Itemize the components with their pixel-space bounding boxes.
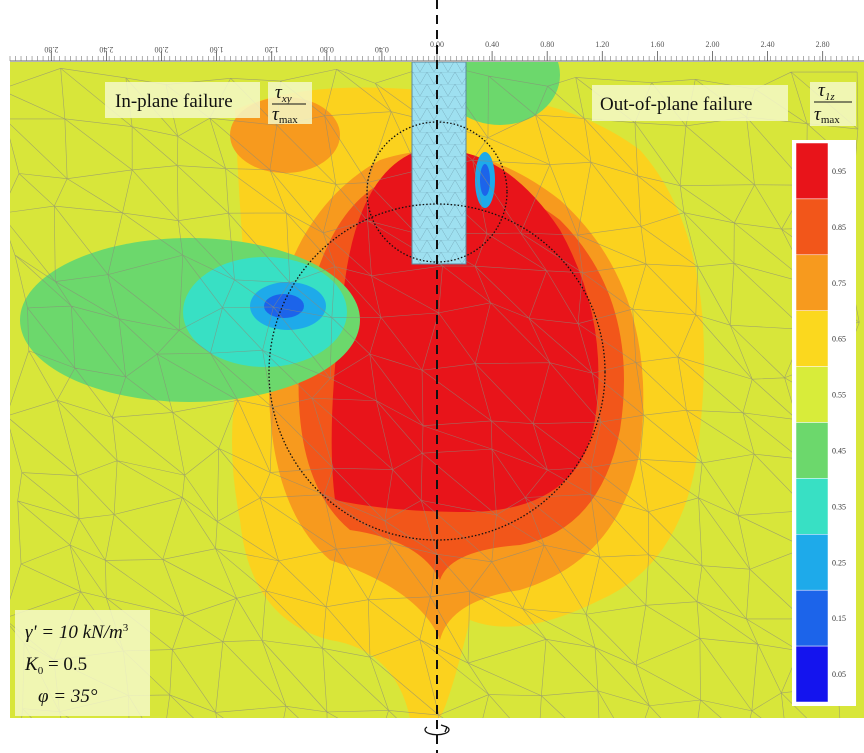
- colorbar-swatch: [796, 478, 828, 534]
- colorbar-swatch: [796, 199, 828, 255]
- colorbar-swatch: [796, 646, 828, 702]
- colorbar-label: 0.05: [832, 670, 846, 679]
- left-ratio: τxy τmax: [268, 82, 312, 126]
- x-tick-label: 0.80: [540, 40, 554, 49]
- param-k0: K0 = 0.5: [24, 654, 87, 677]
- param-phi: φ = 35°: [38, 686, 98, 707]
- colorbar-swatch: [796, 311, 828, 367]
- x-tick-label: 0.40: [375, 45, 389, 54]
- x-tick-label: 2.00: [155, 45, 169, 54]
- x-tick-label: 2.80: [44, 45, 58, 54]
- x-tick-label: 1.20: [265, 45, 279, 54]
- colorbar-label: 0.45: [832, 446, 846, 455]
- x-tick-label: 2.80: [816, 40, 830, 49]
- subscript: 1z: [825, 91, 836, 103]
- colorbar-swatch: [796, 255, 828, 311]
- subscript: max: [279, 114, 298, 126]
- subscript: max: [821, 114, 840, 126]
- colorbar-swatch: [796, 590, 828, 646]
- superscript: 3: [123, 622, 129, 634]
- x-tick-label: 0.40: [485, 40, 499, 49]
- x-tick-label: 0.80: [320, 45, 334, 54]
- colorbar-swatch: [796, 423, 828, 479]
- colorbar-label: 0.25: [832, 558, 846, 567]
- colorbar-swatch: [796, 143, 828, 199]
- colorbar-label: 0.55: [832, 391, 846, 400]
- x-tick-label: 2.40: [99, 45, 113, 54]
- rotation-arrow-head: [441, 725, 447, 732]
- colorbar-label: 0.75: [832, 279, 846, 288]
- param-text: = 0.5: [43, 654, 87, 675]
- subscript: xy: [281, 93, 292, 105]
- x-tick-label: 1.60: [650, 40, 664, 49]
- colorbar-label: 0.85: [832, 223, 846, 232]
- x-tick-label: 1.60: [210, 45, 224, 54]
- colorbar-swatch: [796, 367, 828, 423]
- pile-mesh: [412, 62, 466, 264]
- x-tick-label: 1.20: [595, 40, 609, 49]
- contour-region: [264, 294, 304, 318]
- contour-region: [480, 164, 490, 196]
- right-title: Out-of-plane failure: [600, 94, 752, 115]
- colorbar-label: 0.15: [832, 614, 846, 623]
- colorbar-label: 0.35: [832, 502, 846, 511]
- right-ratio: τ1z τmax: [810, 80, 856, 126]
- param-text: γ' = 10 kN/m: [25, 622, 123, 643]
- param-gamma: γ' = 10 kN/m3: [25, 622, 129, 643]
- figure: 2.802.402.001.601.200.800.400.000.400.80…: [0, 0, 864, 753]
- x-tick-label: 2.00: [705, 40, 719, 49]
- colorbar-swatch: [796, 534, 828, 590]
- x-tick-label: 2.40: [761, 40, 775, 49]
- left-title: In-plane failure: [115, 91, 233, 112]
- colorbar-label: 0.65: [832, 335, 846, 344]
- colorbar-label: 0.95: [832, 167, 846, 176]
